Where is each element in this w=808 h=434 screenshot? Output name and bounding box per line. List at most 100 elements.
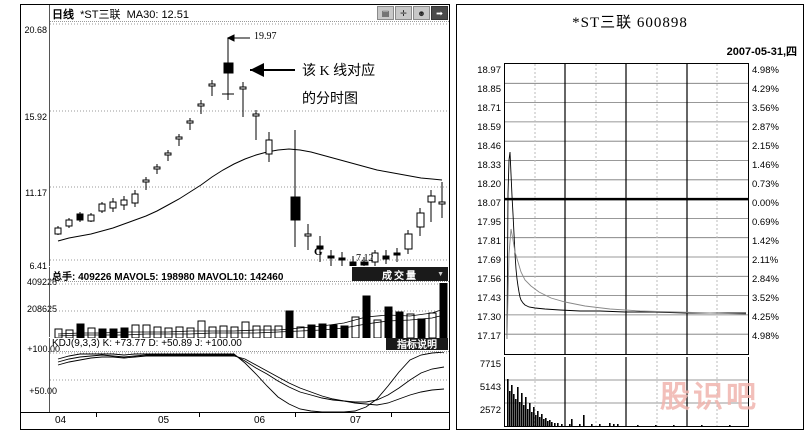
intraday-price-tick: 18.46 — [477, 141, 501, 152]
high-price-leader — [226, 34, 250, 68]
indicator-help-label: 指标说明 — [397, 340, 437, 351]
indicator-help-button[interactable]: 指标说明 — [386, 338, 448, 351]
intraday-percent-tick: 4.98% — [752, 331, 779, 342]
intraday-price-tick: 17.69 — [477, 255, 501, 266]
volume-axis-tick: 208625 — [26, 304, 57, 314]
intraday-price-tick: 18.07 — [477, 198, 501, 209]
candlestick-series — [54, 54, 446, 266]
price-line — [506, 151, 746, 340]
intraday-percent-tick: 2.87% — [752, 122, 779, 133]
intraday-volume-tick: 2572 — [479, 405, 501, 416]
axis-divider — [49, 267, 50, 337]
intraday-panel: *ST三联 600898 2007-05-31,四 18.97 18.85 18… — [456, 4, 804, 430]
intraday-percent-tick: 2.15% — [752, 141, 779, 152]
intraday-percent-tick: 0.69% — [752, 217, 779, 228]
intraday-price-tick: 17.81 — [477, 236, 501, 247]
ma-label: MA30: 12.51 — [126, 9, 189, 21]
annotation-arrow-icon — [250, 63, 295, 77]
volume-section[interactable]: 总手: 409226 MAVOL5: 198980 MAVOL10: 14246… — [50, 267, 449, 338]
volume-axis-tick: 409226 — [26, 277, 57, 287]
kdj-header-text: KDJ(9,3,3) K: +73.77 D: +50.89 J: +100.0… — [52, 338, 242, 349]
intraday-price-tick: 17.30 — [477, 312, 501, 323]
kline-header-bar: 日线 *ST三联 MA30: 12.51 ▤ ✛ ☻ ➡ — [50, 5, 449, 22]
intraday-price-tick: 18.97 — [477, 65, 501, 76]
intraday-volume-chart[interactable] — [504, 357, 749, 427]
intraday-price-tick: 17.17 — [477, 331, 501, 342]
price-axis-tick: 15.92 — [24, 112, 47, 122]
high-price-tag: 19.97 — [254, 31, 277, 42]
volume-indicator-selector[interactable]: 成交量 ▼ — [352, 267, 448, 282]
price-axis-tick: 11.17 — [25, 188, 47, 198]
axis-divider — [49, 338, 50, 412]
volume-pill-label: 成交量 — [382, 270, 418, 282]
kline-time-axis: 04 05 06 07 — [21, 412, 449, 429]
symbol-label: *ST三联 — [80, 9, 121, 21]
intraday-price-tick: 17.95 — [477, 217, 501, 228]
intraday-percent-tick: 3.56% — [752, 103, 779, 114]
kdj-axis-tick: +100.00 — [27, 344, 60, 354]
time-label: 06 — [254, 415, 266, 426]
kline-price-axis: 20.68 15.92 11.17 6.41 409226 208625 +10… — [21, 5, 60, 429]
kline-panel: 20.68 15.92 11.17 6.41 409226 208625 +10… — [20, 4, 450, 430]
volume-total-label: 总手: 409226 MAVOL5: 198980 MAVOL10: 14246… — [52, 272, 284, 283]
intraday-volume-tick: 5143 — [479, 382, 501, 393]
axis-divider — [49, 5, 50, 266]
price-axis-tick: 20.68 — [24, 25, 47, 35]
intraday-percent-tick: 3.52% — [752, 293, 779, 304]
kdj-svg — [50, 352, 449, 412]
intraday-percent-tick: 4.29% — [752, 84, 779, 95]
intraday-percent-tick: 1.46% — [752, 160, 779, 171]
time-tick — [199, 413, 200, 417]
kdj-section[interactable]: KDJ(9,3,3) K: +73.77 D: +50.89 J: +100.0… — [50, 338, 449, 412]
low-price-tag: 7.12 — [356, 253, 374, 264]
intraday-price-tick: 18.33 — [477, 160, 501, 171]
time-tick — [96, 413, 97, 417]
kline-plot-area[interactable]: 19.97 该 K 线对应 的分时图 G 7.12 — [50, 22, 449, 266]
volume-header-text: 总手: 409226 MAVOL5: 198980 MAVOL10: 14246… — [52, 268, 283, 283]
intraday-percent-tick: 4.98% — [752, 65, 779, 76]
kline-toolbar[interactable]: ▤ ✛ ☻ ➡ — [377, 6, 448, 20]
volume-svg — [50, 283, 449, 338]
intraday-percent-tick: 0.73% — [752, 179, 779, 190]
person-icon[interactable]: ☻ — [413, 6, 430, 20]
chevron-down-icon: ▼ — [437, 270, 444, 278]
intraday-price-tick: 18.71 — [477, 103, 501, 114]
arrow-right-icon[interactable]: ➡ — [431, 6, 448, 20]
intraday-percent-tick: 2.11% — [752, 255, 779, 266]
intraday-price-tick: 17.43 — [477, 293, 501, 304]
intraday-title: *ST三联 600898 — [572, 15, 688, 31]
time-tick — [391, 413, 392, 417]
crosshair-icon[interactable]: ✛ — [395, 6, 412, 20]
volume-header-bar: 总手: 409226 MAVOL5: 198980 MAVOL10: 14246… — [50, 267, 449, 283]
intraday-price-tick: 18.59 — [477, 122, 501, 133]
time-tick — [295, 413, 296, 417]
intraday-volume-tick: 7715 — [479, 359, 501, 370]
intraday-percent-tick: 2.84% — [752, 274, 779, 285]
time-label: 05 — [158, 415, 170, 426]
intraday-date: 2007-05-31,四 — [726, 46, 797, 58]
annotation-line-1: 该 K 线对应 — [302, 64, 376, 79]
time-label: 07 — [350, 415, 362, 426]
intraday-price-tick: 18.85 — [477, 84, 501, 95]
kline-header-text: 日线 *ST三联 MA30: 12.51 — [52, 6, 189, 22]
intraday-percent-tick: 4.25% — [752, 312, 779, 323]
price-axis-tick: 6.41 — [29, 261, 47, 271]
intraday-percent-tick: 1.42% — [752, 236, 779, 247]
time-label: 04 — [55, 415, 67, 426]
intraday-price-tick: 18.20 — [477, 179, 501, 190]
g-marker-label: G — [314, 246, 323, 258]
intraday-volume-svg — [505, 357, 748, 426]
grid-icon[interactable]: ▤ — [377, 6, 394, 20]
intraday-price-svg — [505, 64, 748, 354]
intraday-percent-tick: 0.00% — [752, 198, 779, 209]
kdj-axis-tick: +50.00 — [29, 386, 57, 396]
period-label[interactable]: 日线 — [52, 9, 74, 21]
annotation-line-2: 的分时图 — [302, 92, 358, 107]
kline-svg — [50, 23, 449, 266]
intraday-volume-bars — [507, 379, 731, 426]
intraday-price-chart[interactable] — [504, 63, 749, 355]
avg-price-line — [506, 228, 747, 340]
intraday-price-tick: 17.56 — [477, 274, 501, 285]
kdj-header-bar: KDJ(9,3,3) K: +73.77 D: +50.89 J: +100.0… — [50, 338, 449, 352]
